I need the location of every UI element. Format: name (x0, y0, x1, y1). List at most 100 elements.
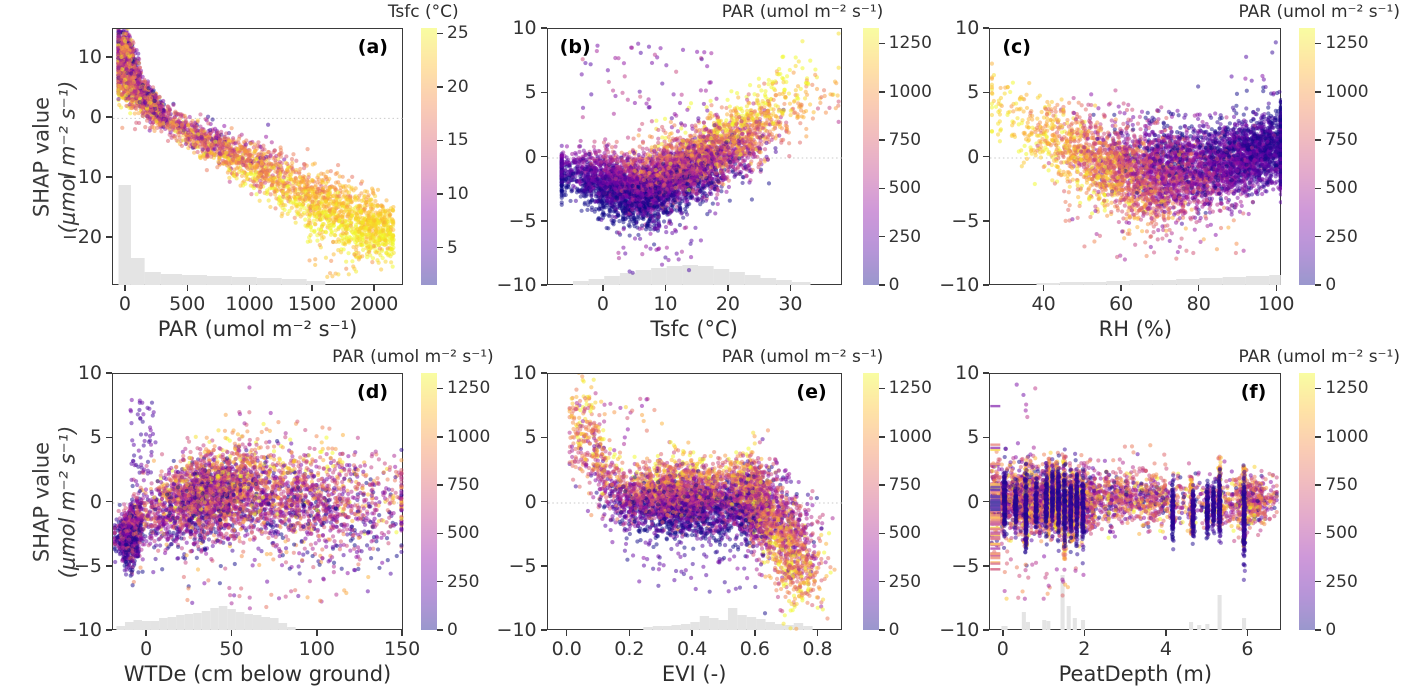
panel-f: (f) 0 2 4 6 10 5 0 −5 −10 PeatDepth (m) 0 250 500 750 1… (935, 345, 1403, 690)
x-tick-mark (1002, 630, 1004, 636)
x-tick-mark (754, 630, 756, 636)
y-tick-mark (106, 372, 112, 374)
x-tick-mark (248, 285, 251, 291)
x-tick-label: 0 (996, 638, 1009, 660)
colorbar-tick-mark (437, 246, 443, 249)
colorbar-tick-mark (437, 139, 443, 142)
colorbar-tick-label: 500 (888, 178, 922, 199)
y-tick-label: −5 (73, 554, 102, 577)
colorbar-tick-mark (437, 580, 443, 583)
x-tick-mark (145, 630, 147, 636)
colorbar-tick-label: 750 (447, 475, 480, 496)
colorbar-tick-label: 20 (447, 76, 469, 97)
panel-c: (c) 40 60 80 100 10 5 0 −5 −10 RH (%) 0 250 500 750 100… (935, 0, 1403, 345)
x-tick-label: 10 (653, 293, 678, 315)
colorbar-tick-mark (1315, 187, 1322, 190)
colorbar-tick-mark (878, 629, 885, 631)
colorbar-title-a: Tsfc (°C) (387, 2, 459, 22)
plot-area (546, 28, 843, 286)
colorbar-tick-label: 15 (447, 130, 469, 151)
colorbar-tick-mark (1315, 90, 1322, 93)
colorbar-tick-mark (1315, 629, 1322, 631)
colorbar-tick-mark (1315, 139, 1322, 141)
y-tick-label: 10 (77, 45, 102, 68)
panel-letter-a: (a) (357, 36, 388, 58)
colorbar-tick-mark (1315, 532, 1322, 535)
colorbar-tick-mark (1315, 235, 1322, 238)
x-tick-label: 1000 (225, 293, 274, 315)
x-tick-label: 100 (298, 638, 335, 660)
x-tick-mark (1197, 285, 1200, 291)
x-tick-label: 80 (1186, 293, 1211, 315)
y-tick-label: −10 (939, 619, 980, 641)
x-tick-mark (373, 285, 375, 291)
y-tick-label: 5 (967, 426, 980, 449)
colorbar-tick-label: 0 (888, 620, 900, 640)
y-tick-label: 0 (524, 490, 537, 513)
colorbar-tick-mark (437, 532, 443, 535)
colorbar-tick-mark (878, 187, 885, 190)
colorbar-tick-label: 250 (888, 571, 922, 592)
y-tick-label: −20 (61, 225, 102, 248)
x-tick-label: 4 (1159, 638, 1172, 660)
colorbar-tick-label: 25 (447, 23, 469, 44)
x-axis-label-c: RH (%) (1098, 317, 1173, 341)
panel-e: (e) 0.0 0.2 0.4 0.6 0.8 10 5 0 −5 −10 EVI (-) 0 250 50… (468, 345, 936, 690)
scatter-canvas-a (113, 29, 404, 286)
y-tick-mark (540, 500, 547, 503)
y-tick-mark (540, 436, 547, 438)
x-tick-mark (691, 630, 693, 636)
x-tick-mark (316, 630, 318, 636)
y-tick-mark (540, 155, 547, 158)
y-tick-mark (106, 565, 112, 567)
x-tick-mark (401, 630, 403, 636)
colorbar-tick-label: 750 (1325, 475, 1358, 496)
x-tick-label: 0 (118, 293, 131, 315)
colorbar-tick-mark (878, 42, 885, 45)
y-tick-mark (106, 176, 112, 178)
y-tick-mark (983, 436, 990, 438)
y-tick-label: 5 (89, 426, 102, 449)
colorbar-tick-label: 750 (888, 475, 922, 496)
colorbar-f (1299, 373, 1316, 630)
x-tick-mark (664, 285, 667, 291)
y-tick-label: −5 (951, 554, 980, 577)
colorbar-tick-mark (878, 435, 885, 438)
y-tick-label: 5 (524, 426, 537, 449)
colorbar-d (421, 373, 437, 630)
colorbar-tick-mark (437, 484, 443, 486)
y-tick-mark (106, 56, 112, 58)
x-tick-label: 2000 (350, 293, 399, 315)
x-tick-label: 2 (1078, 638, 1091, 660)
y-tick-mark (540, 565, 547, 567)
colorbar-tick-mark (878, 284, 885, 286)
scatter-canvas-b (547, 29, 843, 286)
colorbar-title-b: PAR (umol m⁻² s⁻¹) (721, 2, 884, 22)
plot-area (989, 373, 1283, 631)
panel-d: SHAP value (μmol m⁻² s⁻¹) (d) 0 50 100 150 10 5 0… (0, 345, 494, 690)
scatter-canvas-e (547, 374, 843, 631)
colorbar-tick-mark (437, 86, 443, 88)
x-tick-label: 100 (1258, 293, 1295, 315)
plot-area (546, 373, 843, 631)
x-tick-mark (311, 285, 313, 291)
x-tick-mark (628, 630, 631, 636)
scatter-canvas-f (990, 374, 1283, 631)
y-tick-label: −10 (496, 619, 537, 641)
colorbar-e (862, 373, 879, 630)
x-tick-mark (1042, 285, 1045, 291)
colorbar-b (862, 28, 879, 285)
x-tick-label: 0.0 (551, 638, 582, 660)
panel-b: (b) 0 10 20 30 10 5 0 −5 −10 Tsfc (°C) 0 250 500 750 10… (468, 0, 936, 345)
y-tick-mark (540, 629, 547, 631)
colorbar-tick-mark (1315, 42, 1322, 45)
colorbar-tick-label: 250 (1325, 571, 1358, 592)
colorbar-tick-label: 750 (888, 130, 922, 151)
y-tick-mark (540, 91, 547, 93)
y-axis-label-line2: (μmol m⁻² s⁻¹) (55, 80, 79, 233)
y-tick-label: 10 (955, 362, 980, 384)
colorbar-title-f: PAR (umol m⁻² s⁻¹) (1238, 347, 1400, 367)
x-tick-mark (565, 630, 568, 636)
colorbar-tick-label: 1000 (1325, 426, 1369, 447)
